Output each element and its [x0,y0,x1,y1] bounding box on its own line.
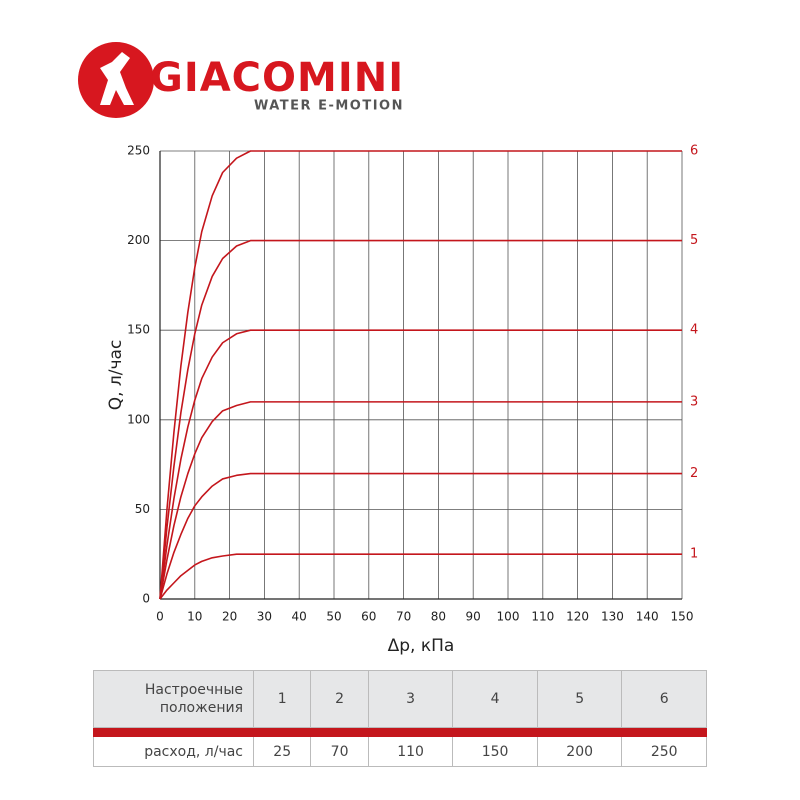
table-cell: 3 [367,670,454,728]
y-tick-label: 100 [127,412,150,426]
x-tick-label: 70 [396,610,411,624]
series-label: 2 [690,466,698,481]
table-cell: 25 [252,736,312,767]
x-tick-label: 60 [361,610,376,624]
table-cell: 1 [252,670,312,728]
logo-figure [100,52,134,105]
table-cell: расход, л/час [93,736,254,767]
y-tick-label: 0 [142,592,150,606]
table-cell: 110 [367,736,454,767]
table-cell: 2 [310,670,369,728]
logo-name: GIACOMINI [150,55,404,101]
y-tick-label: 200 [127,233,150,247]
series-line [159,329,682,600]
x-tick-label: 130 [601,610,624,624]
logo: GIACOMINI WATER E-MOTION [78,42,404,118]
y-tick-label: 150 [127,323,150,337]
table-separator [93,727,707,737]
y-tick-label: 250 [127,144,150,158]
table-cell: 6 [621,670,707,728]
table-cell: 200 [536,736,623,767]
x-tick-label: 120 [566,610,589,624]
x-tick-label: 80 [431,610,446,624]
x-tick-label: 90 [466,610,481,624]
x-axis-label: Δp, кПа [388,636,455,656]
x-tick-label: 50 [326,610,341,624]
x-tick-label: 100 [497,610,520,624]
series-line [159,401,682,600]
x-tick-label: 30 [257,610,272,624]
table-header: Настроечные положения 1 2 3 4 5 6 [93,670,707,728]
table-row: расход, л/час 25 70 110 150 200 250 [93,736,707,767]
series-label: 3 [690,394,698,409]
series-label: 6 [690,144,698,159]
table-cell: 150 [452,736,538,767]
x-tick-label: 10 [187,610,202,624]
table-cell: 5 [536,670,623,728]
series-label: 4 [690,323,698,338]
settings-table: Настроечные положения 1 2 3 4 5 6 расход… [93,670,707,767]
x-tick-label: 140 [636,610,659,624]
x-tick-label: 40 [292,610,307,624]
x-tick-label: 20 [222,610,237,624]
x-tick-label: 0 [156,610,164,624]
y-axis-label: Q, л/час [106,340,126,411]
series-line [159,239,682,600]
table-cell: 250 [621,736,707,767]
series-line [159,150,682,600]
series-label: 5 [690,233,698,248]
table-cell: 70 [310,736,369,767]
logo-tagline: WATER E-MOTION [254,99,404,114]
series-label: 1 [690,547,698,562]
y-tick-label: 50 [135,502,150,516]
chart: GIACOMINI WATER E-MOTION Q, л/час Δp, кП… [78,42,698,656]
x-tick-label: 150 [671,610,694,624]
x-tick-label: 110 [531,610,554,624]
series-line [159,553,682,600]
table-cell: 4 [452,670,538,728]
series-line [159,472,682,600]
table-cell: Настроечные положения [93,670,254,728]
